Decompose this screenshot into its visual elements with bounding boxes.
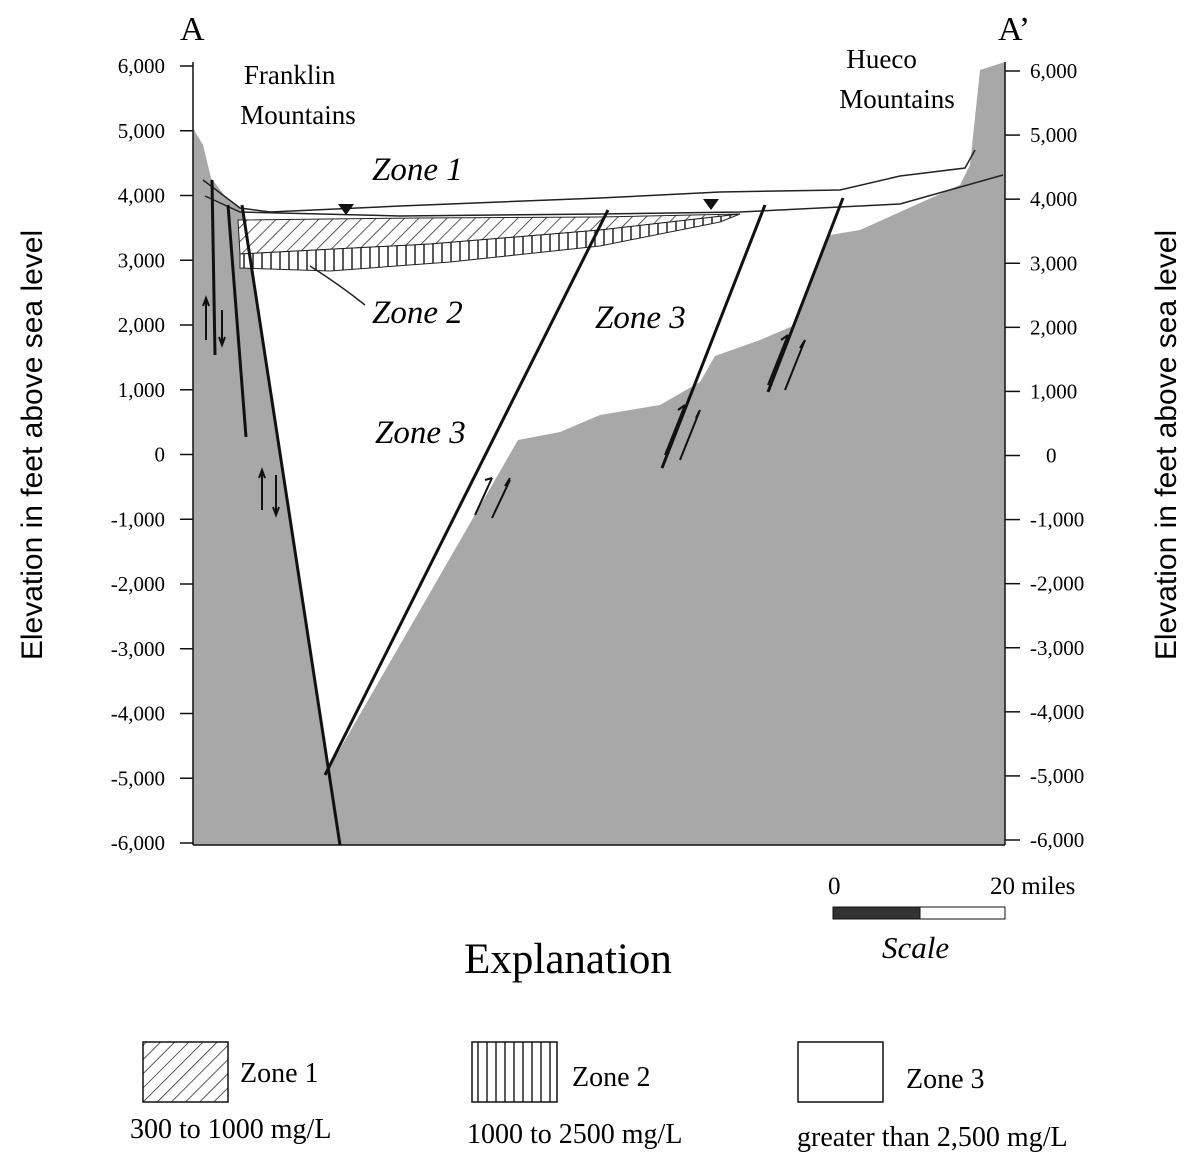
legend-range: 1000 to 2500 mg/L bbox=[467, 1119, 682, 1150]
faults bbox=[210, 179, 845, 846]
place-line: Hueco bbox=[846, 44, 916, 74]
y-tick-label: 3,000 bbox=[1030, 251, 1077, 275]
y-tick-label: -5,000 bbox=[1030, 764, 1084, 788]
scale-bar-dark bbox=[832, 906, 921, 920]
y-tick-label: 1,000 bbox=[118, 378, 165, 402]
legend-name: Zone 1 bbox=[240, 1058, 319, 1089]
place-line: Mountains bbox=[240, 100, 356, 130]
legend-swatch bbox=[142, 1041, 229, 1103]
y-tick-label: 2,000 bbox=[118, 313, 165, 337]
y-tick-label: 4,000 bbox=[118, 184, 165, 208]
axis-title-left: Elevation in feet above sea level bbox=[16, 230, 49, 660]
y-tick-label: 2,000 bbox=[1030, 315, 1077, 339]
y-tick-label: -1,000 bbox=[1030, 508, 1084, 532]
y-tick-label: -6,000 bbox=[1030, 828, 1084, 852]
y-tick-label: -1,000 bbox=[111, 507, 165, 531]
zone-label: Zone 2 bbox=[372, 295, 463, 331]
axis-title-right: Elevation in feet above sea level bbox=[1150, 230, 1183, 660]
y-tick-label: 4,000 bbox=[1030, 187, 1077, 211]
place-label: Franklin Mountains bbox=[240, 60, 356, 130]
y-tick-label: -3,000 bbox=[1030, 636, 1084, 660]
legend-name: Zone 2 bbox=[572, 1062, 651, 1093]
legend-swatch bbox=[797, 1041, 884, 1103]
zone-2-area bbox=[239, 213, 741, 272]
y-tick-label: -4,000 bbox=[111, 702, 165, 726]
y-tick-label: 6,000 bbox=[1030, 59, 1077, 83]
y-tick-label: -2,000 bbox=[1030, 572, 1084, 596]
section-start: A bbox=[180, 11, 205, 48]
legend-range: greater than 2,500 mg/L bbox=[797, 1122, 1068, 1153]
legend-swatch bbox=[471, 1041, 558, 1103]
y-tick-label: 6,000 bbox=[118, 54, 165, 78]
scale-start: 0 bbox=[828, 873, 841, 900]
place-line: Franklin bbox=[244, 60, 336, 90]
scale-bar-light bbox=[919, 906, 1006, 920]
y-tick-label: 1,000 bbox=[1030, 379, 1077, 403]
fault-arrows bbox=[202, 295, 806, 519]
legend-range: 300 to 1000 mg/L bbox=[130, 1114, 331, 1145]
zone-label: Zone 1 bbox=[372, 152, 463, 188]
y-tick-label: 3,000 bbox=[118, 248, 165, 272]
land-surface bbox=[202, 149, 976, 213]
y-tick-label: -5,000 bbox=[111, 766, 165, 790]
bedrock-left bbox=[193, 128, 340, 845]
y-tick-label: -3,000 bbox=[111, 637, 165, 661]
zone-label: Zone 3 bbox=[375, 415, 466, 451]
place-line: Mountains bbox=[839, 84, 955, 114]
y-tick-label: 0 bbox=[1046, 444, 1057, 468]
water-table bbox=[204, 174, 1004, 217]
section-end: A’ bbox=[998, 11, 1030, 48]
y-tick-label: -6,000 bbox=[111, 831, 165, 855]
place-label: Hueco Mountains bbox=[839, 44, 955, 114]
scale-end: 20 miles bbox=[990, 873, 1075, 900]
zone-2-leader bbox=[309, 265, 366, 306]
y-tick-label: -2,000 bbox=[111, 572, 165, 596]
legend-name: Zone 3 bbox=[906, 1064, 985, 1095]
y-tick-label: 5,000 bbox=[1030, 123, 1077, 147]
zone-label: Zone 3 bbox=[595, 300, 686, 336]
y-tick-label: 0 bbox=[155, 443, 166, 467]
y-tick-label: -4,000 bbox=[1030, 700, 1084, 724]
scale-caption: Scale bbox=[882, 930, 949, 965]
y-tick-label: 5,000 bbox=[118, 119, 165, 143]
legend-title: Explanation bbox=[464, 936, 672, 983]
